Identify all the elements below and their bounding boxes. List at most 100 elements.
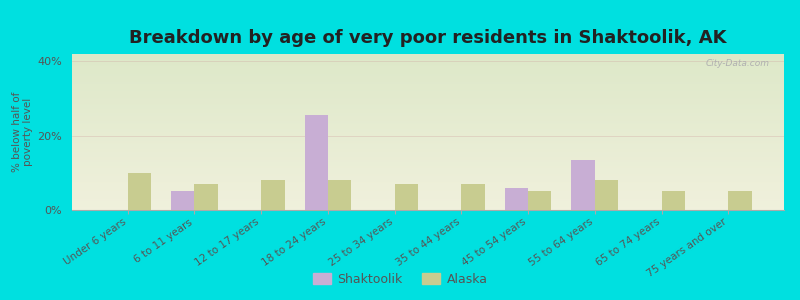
Bar xyxy=(72,157,784,158)
Bar xyxy=(72,84,784,85)
Bar xyxy=(728,191,752,210)
Bar xyxy=(662,191,685,210)
Bar xyxy=(72,70,784,71)
Bar xyxy=(72,197,784,199)
Bar xyxy=(72,93,784,94)
Bar xyxy=(72,118,784,119)
Bar xyxy=(72,87,784,88)
Bar xyxy=(72,130,784,132)
Title: Breakdown by age of very poor residents in Shaktoolik, AK: Breakdown by age of very poor residents … xyxy=(130,29,726,47)
Bar xyxy=(72,199,784,201)
Bar xyxy=(72,148,784,149)
Bar xyxy=(72,138,784,140)
Bar xyxy=(72,191,784,193)
Bar xyxy=(72,177,784,179)
Bar xyxy=(72,171,784,172)
Bar xyxy=(72,73,784,74)
Bar xyxy=(72,185,784,187)
Bar xyxy=(72,77,784,79)
Bar xyxy=(462,184,485,210)
Bar xyxy=(328,180,351,210)
Bar xyxy=(394,184,418,210)
Bar xyxy=(72,107,784,109)
Bar xyxy=(72,82,784,84)
Bar xyxy=(72,193,784,194)
Bar xyxy=(72,79,784,80)
Bar xyxy=(72,106,784,107)
Bar xyxy=(72,208,784,210)
Bar xyxy=(72,121,784,123)
Bar xyxy=(72,163,784,165)
Bar xyxy=(72,68,784,70)
Bar xyxy=(72,80,784,82)
Bar xyxy=(72,126,784,127)
Bar xyxy=(72,154,784,155)
Bar xyxy=(72,141,784,143)
Bar xyxy=(72,99,784,101)
Bar xyxy=(72,146,784,148)
Bar xyxy=(72,180,784,182)
Bar xyxy=(72,188,784,190)
Legend: Shaktoolik, Alaska: Shaktoolik, Alaska xyxy=(307,268,493,291)
Bar xyxy=(72,54,784,56)
Bar xyxy=(505,188,528,210)
Bar xyxy=(72,124,784,126)
Bar xyxy=(571,160,595,210)
Bar xyxy=(72,155,784,157)
Bar xyxy=(72,94,784,96)
Text: City-Data.com: City-Data.com xyxy=(706,59,770,68)
Bar xyxy=(72,62,784,63)
Bar xyxy=(72,116,784,118)
Bar xyxy=(72,160,784,162)
Bar xyxy=(72,205,784,207)
Bar xyxy=(72,179,784,180)
Bar xyxy=(72,172,784,174)
Bar xyxy=(72,169,784,171)
Bar xyxy=(595,180,618,210)
Bar xyxy=(72,168,784,170)
Bar xyxy=(72,187,784,188)
Bar xyxy=(72,85,784,87)
Bar xyxy=(72,112,784,113)
Bar xyxy=(72,190,784,191)
Bar xyxy=(72,60,784,62)
Bar xyxy=(72,127,784,129)
Bar xyxy=(72,137,784,138)
Bar xyxy=(72,184,784,185)
Bar xyxy=(72,162,784,163)
Bar xyxy=(72,76,784,77)
Bar xyxy=(72,123,784,124)
Bar xyxy=(72,135,784,137)
Bar xyxy=(72,201,784,202)
Bar xyxy=(72,92,784,93)
Bar xyxy=(72,115,784,116)
Bar xyxy=(72,140,784,141)
Bar xyxy=(72,207,784,208)
Bar xyxy=(72,56,784,57)
Bar xyxy=(72,151,784,152)
Bar xyxy=(72,165,784,166)
Bar xyxy=(72,102,784,104)
Bar xyxy=(72,194,784,196)
Bar xyxy=(72,119,784,121)
Bar xyxy=(72,104,784,106)
Bar xyxy=(72,98,784,99)
Bar xyxy=(72,158,784,160)
Bar xyxy=(305,115,328,210)
Bar xyxy=(528,191,551,210)
Bar xyxy=(72,134,784,135)
Bar xyxy=(72,63,784,65)
Bar xyxy=(72,113,784,115)
Bar xyxy=(72,90,784,92)
Bar xyxy=(72,88,784,90)
Bar xyxy=(72,67,784,68)
Bar xyxy=(261,180,285,210)
Bar xyxy=(72,110,784,112)
Bar xyxy=(72,57,784,59)
Bar xyxy=(171,191,194,210)
Y-axis label: % below half of
poverty level: % below half of poverty level xyxy=(12,92,34,172)
Bar xyxy=(72,204,784,205)
Bar xyxy=(72,149,784,151)
Bar xyxy=(128,173,151,210)
Bar xyxy=(72,65,784,67)
